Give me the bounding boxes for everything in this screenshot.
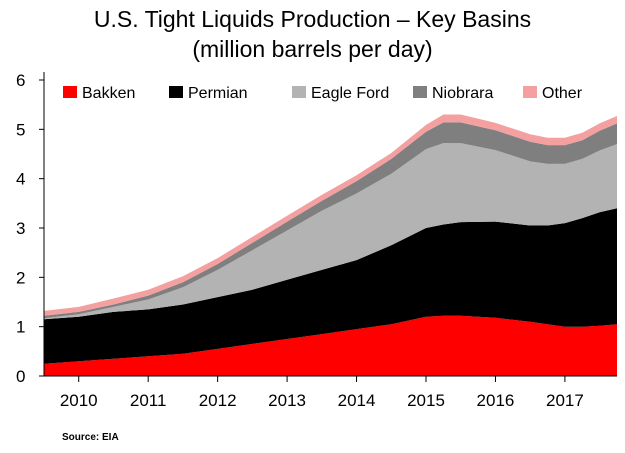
legend-swatch-other bbox=[523, 86, 537, 98]
x-tick-label: 2011 bbox=[130, 391, 167, 410]
y-tick-label: 3 bbox=[16, 219, 25, 238]
x-tick-label: 2015 bbox=[407, 391, 445, 410]
x-tick-label: 2012 bbox=[199, 391, 237, 410]
legend-swatch-niobrara bbox=[413, 86, 427, 98]
y-tick-label: 0 bbox=[16, 367, 25, 386]
area-eagle-ford bbox=[44, 143, 617, 320]
legend-label-eagle-ford: Eagle Ford bbox=[311, 85, 389, 102]
y-tick-label: 1 bbox=[16, 318, 25, 337]
area-permian bbox=[44, 208, 617, 364]
x-tick-label: 2013 bbox=[268, 391, 306, 410]
x-tick-label: 2010 bbox=[60, 391, 98, 410]
source-note: Source: EIA bbox=[62, 432, 119, 443]
x-tick-label: 2017 bbox=[546, 391, 584, 410]
chart-title: U.S. Tight Liquids Production – Key Basi… bbox=[93, 6, 532, 32]
x-tick-label: 2016 bbox=[477, 391, 515, 410]
y-tick-label: 4 bbox=[16, 170, 25, 189]
legend-swatch-eagle-ford bbox=[292, 86, 306, 98]
legend-label-niobrara: Niobrara bbox=[432, 85, 493, 102]
y-tick-label: 2 bbox=[16, 268, 25, 287]
legend-label-other: Other bbox=[542, 85, 583, 102]
x-tick-label: 2014 bbox=[338, 391, 376, 410]
legend-label-permian: Permian bbox=[188, 85, 248, 102]
area-bakken bbox=[44, 315, 617, 376]
y-tick-label: 6 bbox=[16, 71, 25, 90]
chart-subtitle: (million barrels per day) bbox=[192, 36, 433, 62]
y-tick-label: 5 bbox=[16, 120, 25, 139]
legend-swatch-permian bbox=[169, 86, 183, 98]
legend-swatch-bakken bbox=[63, 86, 77, 98]
legend-label-bakken: Bakken bbox=[82, 85, 135, 102]
